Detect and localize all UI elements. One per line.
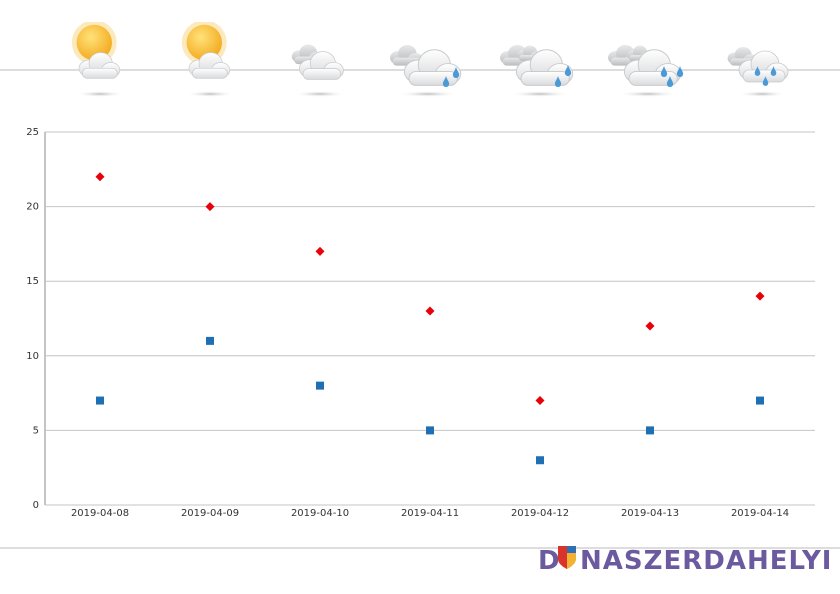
point [206, 336, 214, 345]
point [536, 456, 544, 465]
point [96, 396, 104, 405]
point [426, 426, 434, 435]
y-tick-label: 0 [33, 500, 39, 511]
y-tick-label: 15 [26, 276, 39, 287]
point [755, 291, 765, 301]
point [645, 321, 655, 331]
x-tick-label: 2019-04-14 [731, 508, 789, 519]
point [425, 306, 435, 316]
logo-text: D [538, 546, 561, 576]
x-tick-label: 2019-04-08 [71, 508, 129, 519]
point [316, 381, 324, 390]
x-tick-label: 2019-04-10 [291, 508, 349, 519]
logo: D NASZERDAHELYI [538, 546, 832, 576]
point [315, 246, 325, 256]
point [95, 172, 105, 182]
point [756, 396, 764, 405]
logo-shield [558, 546, 576, 569]
y-tick-label: 20 [26, 202, 39, 213]
x-tick-label: 2019-04-11 [401, 508, 459, 519]
x-tick-label: 2019-04-12 [511, 508, 569, 519]
x-tick-label: 2019-04-13 [621, 508, 679, 519]
logo-text: NASZERDAHELYI [580, 546, 832, 576]
point [646, 426, 654, 435]
y-tick-label: 25 [26, 127, 39, 138]
y-tick-label: 10 [26, 351, 39, 362]
point [535, 396, 545, 406]
y-tick-label: 5 [33, 425, 39, 436]
weather-icons [71, 22, 789, 97]
point [205, 202, 215, 212]
x-tick-label: 2019-04-09 [181, 508, 239, 519]
